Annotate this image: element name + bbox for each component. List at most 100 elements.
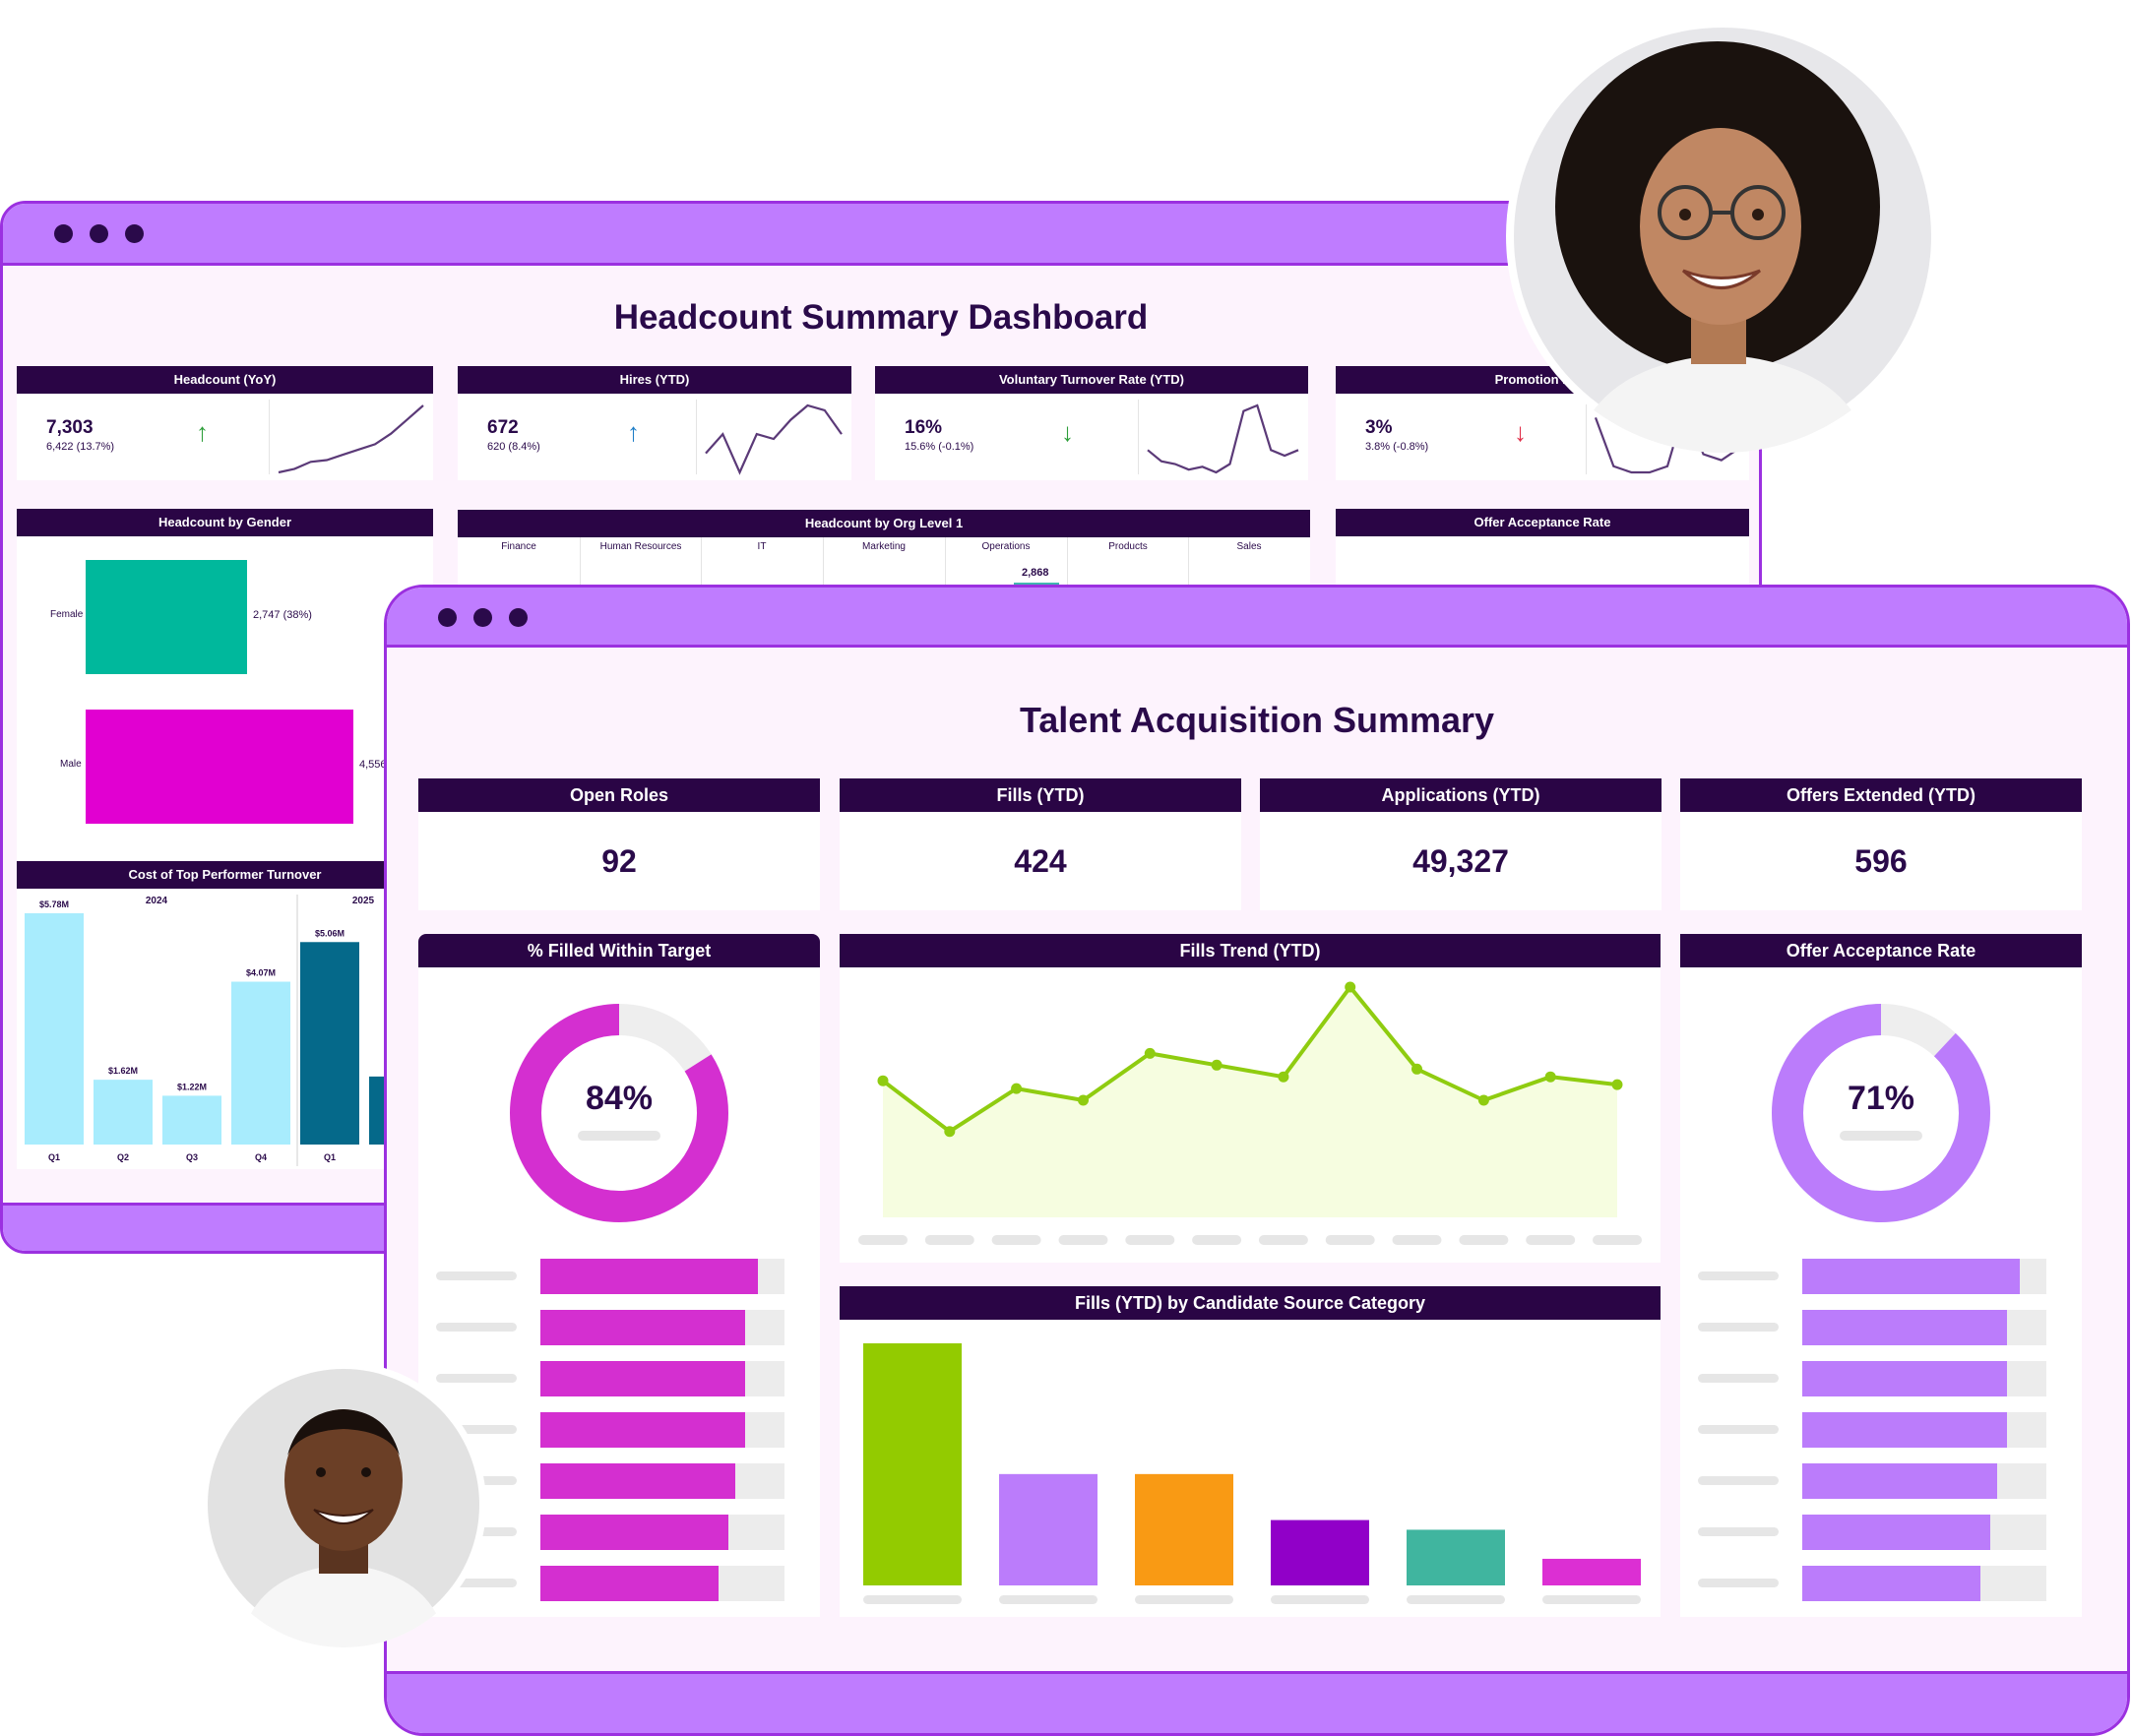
kpi-subvalue: 6,422 (13.7%) [46, 441, 115, 453]
window-control-dot[interactable] [438, 608, 457, 627]
org-column-divider [823, 537, 824, 596]
org-header: Headcount by Org Level 1 [458, 510, 1310, 537]
trend-tick-placeholder [1258, 1235, 1308, 1245]
kpi-value: 92 [418, 812, 820, 910]
cost-bar-label: $4.07M [246, 968, 276, 978]
trend-point [1411, 1063, 1422, 1075]
kpi-subvalue: 3.8% (-0.8%) [1365, 441, 1429, 453]
org-column-label: Sales [1236, 541, 1262, 552]
kpi-header: Headcount (YoY) [17, 366, 433, 394]
sparkline-line [1594, 402, 1740, 474]
cost-quarter-label: Q1 [324, 1152, 336, 1162]
sparkline-line [705, 403, 843, 475]
kpi-value: 596 [1680, 812, 2082, 910]
org-column-label: Products [1108, 541, 1148, 552]
arrow-up-icon: ↑ [196, 417, 209, 447]
trend-tick-placeholder [924, 1235, 974, 1245]
filled-donut-caption [578, 1131, 660, 1141]
fills-trend-chart [858, 981, 1642, 1245]
bar-label-placeholder [1698, 1476, 1779, 1485]
trend-point [877, 1075, 889, 1086]
kpi-divider [269, 400, 270, 474]
kpi-sparkline [705, 403, 843, 475]
cost-header: Cost of Top Performer Turnover [17, 861, 433, 889]
kpi-value: 7,303 [46, 417, 94, 438]
window-control-dot[interactable] [54, 224, 73, 243]
trend-point [1211, 1059, 1223, 1071]
source-bar [999, 1473, 1097, 1585]
source-label-placeholder [863, 1595, 962, 1604]
trend-point [944, 1126, 956, 1138]
window-control-dot[interactable] [90, 224, 108, 243]
kpi-value: 672 [487, 417, 519, 438]
source-label-placeholder [1135, 1595, 1233, 1604]
bar-label-placeholder [1698, 1323, 1779, 1332]
arrow-down-icon: ↓ [1061, 417, 1074, 447]
arrow-down-icon: ↓ [1514, 417, 1527, 447]
org-column-label: Human Resources [599, 541, 682, 552]
trend-tick-placeholder [1593, 1235, 1642, 1245]
kpi-subvalue: 620 (8.4%) [487, 441, 540, 453]
bar-label-placeholder [1698, 1374, 1779, 1383]
cost-bar [94, 1080, 153, 1145]
offer-header: Offer Acceptance Rate [1680, 934, 2082, 967]
org-column-divider [945, 537, 946, 596]
source-bar [1135, 1473, 1233, 1585]
bar-label-placeholder [436, 1323, 517, 1332]
kpi-header: Fills (YTD) [840, 778, 1241, 812]
trend-tick-placeholder [858, 1235, 908, 1245]
gender-female-label: Female [50, 609, 84, 620]
source-label-placeholder [1407, 1595, 1505, 1604]
org-column-label: IT [757, 541, 767, 552]
trend-panel [840, 967, 1661, 1263]
woman-portrait-icon [1514, 28, 1931, 453]
cost-bar [162, 1095, 221, 1145]
bar-fill [540, 1566, 719, 1601]
kpi-divider [696, 400, 697, 474]
kpi-header: Open Roles [418, 778, 820, 812]
offer-donut-caption [1840, 1131, 1922, 1141]
offer-donut-value: 71% [1847, 1080, 1915, 1117]
bar-fill [1802, 1412, 2007, 1448]
cost-bar-label: $1.62M [108, 1066, 138, 1076]
donut-fill [1772, 1004, 1990, 1222]
page-title: Talent Acquisition Summary [1019, 700, 1495, 740]
gender-male-bar [86, 710, 353, 824]
window-control-dot[interactable] [509, 608, 528, 627]
bar-fill [1802, 1566, 1980, 1601]
trend-line [881, 983, 1618, 1135]
source-bar [1271, 1519, 1369, 1585]
source-label-placeholder [999, 1595, 1097, 1604]
trend-tick-placeholder [1192, 1235, 1242, 1245]
bar-fill [1802, 1259, 2020, 1294]
donut-fill [510, 1004, 728, 1222]
trend-point [1078, 1094, 1089, 1106]
page-title: Headcount Summary Dashboard [613, 298, 1149, 337]
trend-tick-placeholder [1125, 1235, 1175, 1245]
trend-tick-placeholder [1459, 1235, 1509, 1245]
source-bar [863, 1343, 962, 1585]
kpi-value: 3% [1365, 417, 1393, 438]
talent-window: Talent Acquisition Summary Open Roles 92 F… [384, 585, 2130, 1736]
bar-label-placeholder [1698, 1527, 1779, 1536]
window-control-dot[interactable] [473, 608, 492, 627]
kpi-header: Offers Extended (YTD) [1680, 778, 2082, 812]
trend-area [883, 987, 1617, 1217]
bar-label-placeholder [436, 1579, 517, 1587]
avatar-woman [1506, 20, 1939, 453]
window-control-dot[interactable] [125, 224, 144, 243]
kpi-card: 16% 15.6% (-0.1%) ↓ [875, 394, 1308, 480]
source-label-placeholder [1271, 1595, 1369, 1604]
cost-bar [25, 913, 84, 1145]
trend-point [1011, 1083, 1023, 1094]
talent-titlebar [387, 588, 2127, 648]
kpi-sparkline [1594, 402, 1740, 474]
cost-year-label: 2024 [146, 896, 168, 906]
kpi-header: Hires (YTD) [458, 366, 851, 394]
source-bar [1542, 1558, 1641, 1585]
bar-fill [540, 1515, 728, 1550]
source-chart [863, 1343, 1641, 1604]
org-column-label: Finance [501, 541, 536, 552]
org-column-label: Marketing [862, 541, 906, 552]
bar-fill [540, 1412, 745, 1448]
